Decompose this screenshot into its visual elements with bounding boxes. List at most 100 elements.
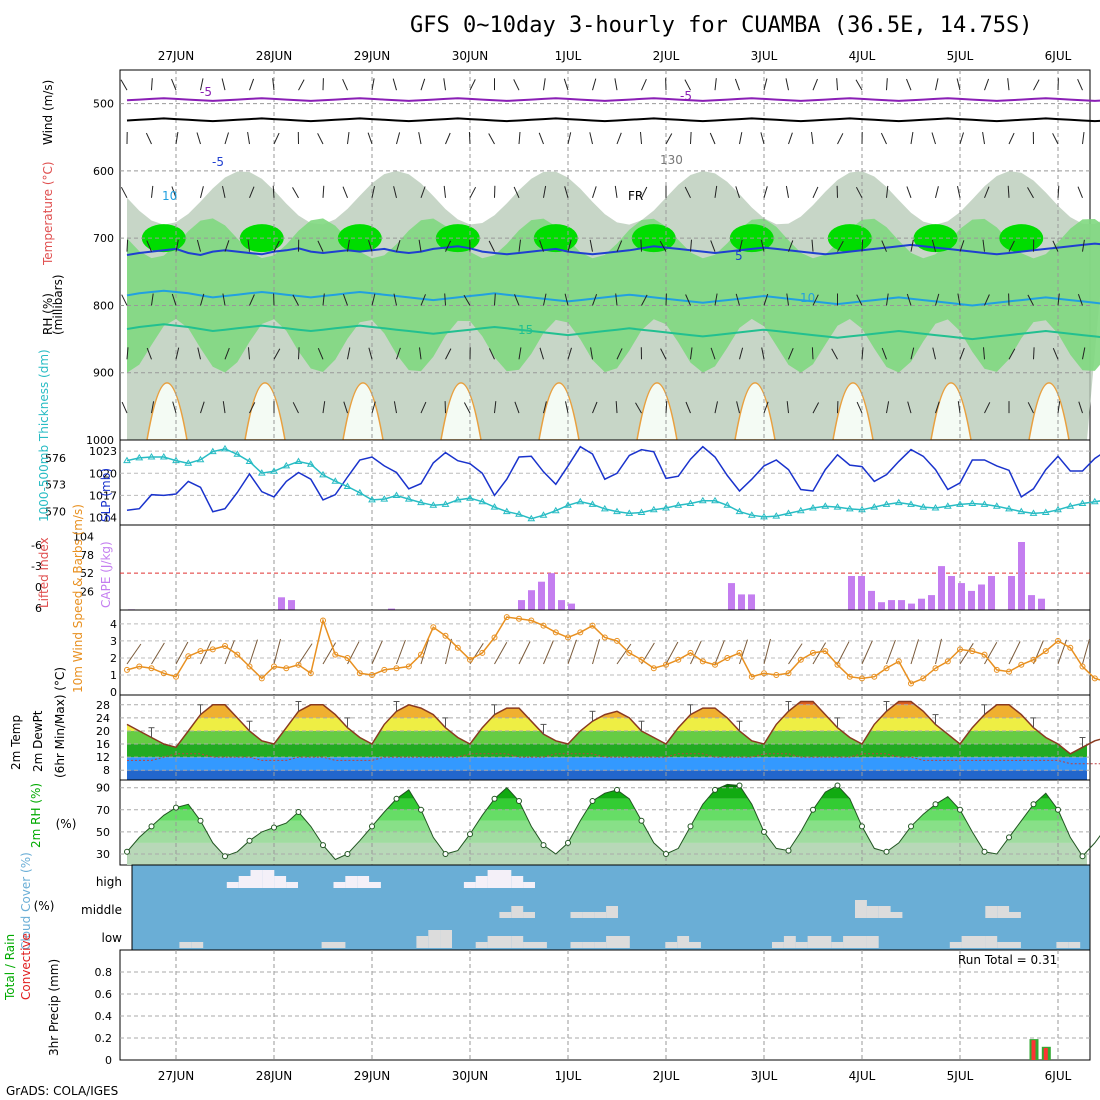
boundary-layer-plume xyxy=(440,382,482,441)
cape-bar xyxy=(1028,595,1035,610)
thickness-marker xyxy=(1066,502,1075,509)
wind-barb xyxy=(957,185,961,198)
thickness-marker xyxy=(833,503,842,510)
rh2m-marker xyxy=(981,848,988,855)
rh2m-marker xyxy=(638,817,645,824)
wind-barb xyxy=(763,401,769,414)
rh2m-marker xyxy=(859,823,865,830)
rh-band xyxy=(127,820,1087,832)
thickness-marker xyxy=(894,498,903,506)
wind10m-marker xyxy=(1079,663,1086,670)
wind-barb xyxy=(222,293,226,306)
rh2m-marker xyxy=(222,853,228,860)
top-date-label: 6JUL xyxy=(1045,49,1072,63)
pressure-tick: 700 xyxy=(93,232,114,245)
wind-barb xyxy=(196,239,201,252)
wind-barb xyxy=(861,239,864,252)
wind-barb xyxy=(906,78,912,91)
wind-barb xyxy=(347,347,351,360)
wind-barb xyxy=(785,78,789,91)
wind-barb xyxy=(371,185,375,198)
temp-band xyxy=(127,757,1087,771)
cape-li-panel: 6 0 -3 -6 26 52 78 104 Lifted Index CAPE (J/kg) xyxy=(31,524,1091,615)
thickness-marker xyxy=(1005,504,1013,512)
boundary-layer-plume xyxy=(342,382,384,441)
wind-barb xyxy=(445,132,451,145)
wind10m-barb xyxy=(592,639,600,665)
wind10m-marker xyxy=(626,649,633,656)
wind10m-marker xyxy=(271,663,277,670)
wind-barb xyxy=(120,79,128,91)
thickness-marker xyxy=(576,497,585,505)
wind-barb xyxy=(812,78,818,91)
wind10m-marker xyxy=(969,648,976,655)
cloud-cell xyxy=(357,876,370,888)
wind-barb xyxy=(392,78,397,91)
thickness-marker xyxy=(306,460,315,467)
wind-barb xyxy=(249,78,255,91)
thickness-marker xyxy=(147,453,156,460)
wind-barb xyxy=(880,132,887,145)
wind-barb xyxy=(565,401,569,414)
wind-barb xyxy=(420,78,426,91)
wind-barb xyxy=(616,132,622,145)
wind10m-barb xyxy=(1082,639,1090,665)
wind10m-marker xyxy=(675,656,682,663)
thickness-marker xyxy=(453,495,462,503)
wind10m-barb xyxy=(763,638,771,665)
wind-barb xyxy=(247,239,250,252)
rh2m-marker xyxy=(712,786,718,793)
wind-barb xyxy=(518,239,521,252)
wind10m-ticks: 0 1 2 3 4 xyxy=(110,618,117,699)
cloud-cell xyxy=(333,882,346,888)
cape-bar xyxy=(1008,576,1015,610)
top-date-label: 28JUN xyxy=(256,49,293,63)
wind-barb xyxy=(371,293,376,306)
wind10m-marker xyxy=(295,661,302,668)
wind10m-barb xyxy=(690,640,702,665)
wind10m-barb xyxy=(886,639,896,665)
rh2m-marker xyxy=(834,782,841,789)
wind10m-marker xyxy=(160,670,167,677)
isotherm-label: 10 xyxy=(162,189,177,203)
wind10m-barb xyxy=(396,639,406,665)
thickness-marker xyxy=(368,495,376,503)
wind-barb xyxy=(469,79,476,91)
wind10m-marker xyxy=(663,661,669,668)
precip-bars xyxy=(1029,1039,1051,1060)
wind-barb xyxy=(445,348,452,360)
rh2m-marker xyxy=(369,823,375,830)
wind-barb xyxy=(982,239,985,252)
wind-barb xyxy=(1008,240,1015,252)
cloud-cell xyxy=(179,942,192,948)
thickness-marker xyxy=(698,496,707,504)
rh2m-marker xyxy=(418,806,424,813)
wind10m-marker xyxy=(393,665,400,672)
wind10m-barb xyxy=(420,639,429,665)
cloud-cell xyxy=(831,942,844,948)
cape-bar xyxy=(958,583,965,610)
wind-barb xyxy=(197,347,201,360)
dewpt2m-label: 2m DewPt xyxy=(31,710,45,772)
precip-tick: 0.4 xyxy=(95,1010,113,1023)
isotherm-minus5 xyxy=(126,97,1100,102)
thickness-marker xyxy=(159,453,168,460)
cape-bar xyxy=(898,600,905,610)
wind-barb xyxy=(1033,79,1040,91)
wind-barb xyxy=(146,347,152,360)
wind10m-barb xyxy=(910,639,919,665)
wind10m-barb xyxy=(200,640,212,665)
wind-barb xyxy=(685,401,691,414)
wind-barb xyxy=(590,347,593,360)
wind-barb xyxy=(543,401,547,414)
thickness-marker xyxy=(723,501,732,508)
rh2m-grid xyxy=(120,780,1090,865)
rh2m-marker xyxy=(589,798,596,804)
isotherm-15 xyxy=(126,323,1100,341)
bottom-date-label: 1JUL xyxy=(555,1069,582,1083)
wind10m-label: 10m Wind Speed & Barbs (m/s) xyxy=(71,504,85,693)
top-date-label: 3JUL xyxy=(751,49,778,63)
wind-barb xyxy=(1027,294,1034,306)
rh-label: RH (%) xyxy=(41,293,55,335)
precip-tick: 0.2 xyxy=(95,1032,113,1045)
